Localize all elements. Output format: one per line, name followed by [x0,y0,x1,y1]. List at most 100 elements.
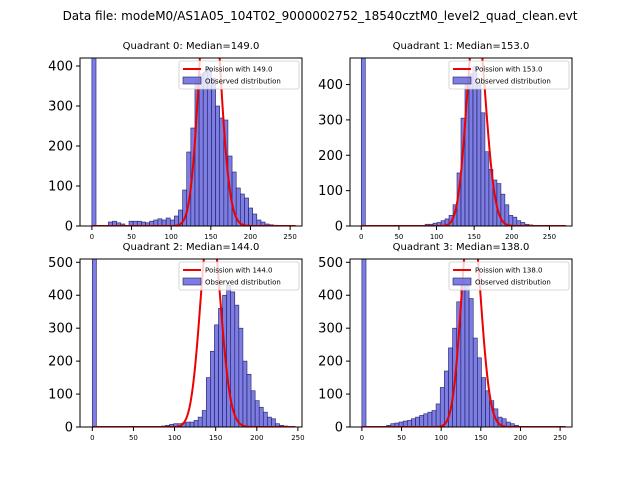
y-tick-label: 100 [48,180,73,195]
y-tick-label: 200 [318,149,343,164]
x-tick-label: 250 [291,434,304,442]
legend-label-poisson: Poission with 144.0 [205,267,273,275]
histogram-bar [271,418,276,427]
legend-label-observed: Observed distribution [475,279,551,287]
histogram-bar [226,285,232,427]
legend: Poission with 153.0 Observed distribution [448,60,570,90]
y-tick-label: 500 [318,256,343,271]
histogram-bar [165,217,171,226]
histogram-bar [238,327,244,427]
legend-bar-swatch [182,277,202,286]
histogram-bar [205,377,211,427]
histogram-bar [250,390,256,427]
histogram-bar [262,411,268,427]
histogram-bar [202,71,208,226]
x-tick-label: 0 [360,434,364,442]
x-tick-label: 250 [543,233,556,241]
legend-box [448,261,570,291]
y-tick-label: 200 [318,355,343,370]
histogram-bar [244,197,249,226]
x-tick-label: 0 [359,233,363,241]
histogram-bar [214,324,219,427]
histogram-bar [201,410,207,427]
quadrant-1-plot: 0 100 200 300 400 0 50 100 150 200 250 Quadrant 1: … [318,41,573,241]
quadrant-3-plot: 0 100 200 300 400 500 0 50 100 150 200 250 Quadrant … [318,242,573,442]
legend: Poission with 144.0 Observed distribution [178,261,300,291]
legend-bar-swatch [182,76,202,85]
x-tick-label: 200 [505,233,518,241]
histogram-bar [246,373,252,427]
histogram-bar [252,213,258,226]
histogram-bar [189,421,195,427]
figure-suptitle: Data file: modeM0/AS1A05_104T02_90000027… [63,9,578,23]
histogram-bars [91,58,278,226]
histogram-bar [267,416,272,427]
histogram-bar [472,337,478,427]
x-tick-label: 250 [283,233,296,241]
histogram-bar [468,298,474,427]
legend-label-observed: Observed distribution [205,78,281,86]
x-tick-label: 0 [90,434,94,442]
y-tick-label: 300 [48,322,73,337]
y-tick-label: 200 [48,140,73,155]
x-tick-label: 100 [434,434,447,442]
histogram-bar [360,58,366,226]
axes-frame [79,57,303,227]
x-tick-label: 250 [553,434,566,442]
histogram-bar [476,82,482,226]
y-tick-label: 300 [318,322,343,337]
y-tick-label: 0 [335,421,343,436]
y-tick-label: 400 [48,289,73,304]
histogram-bar [157,218,163,226]
y-tick-label: 400 [48,60,73,75]
legend: Poission with 138.0 Observed distribution [448,261,570,291]
histogram-bar [193,420,199,427]
y-tick-label: 200 [48,355,73,370]
histogram-bar [435,403,441,427]
y-tick-label: 400 [318,289,343,304]
histogram-bar [219,117,225,226]
histogram-bar [480,112,486,226]
poisson-curve [361,58,566,226]
y-tick-label: 300 [48,100,73,115]
legend-box [178,261,300,291]
y-tick-label: 400 [318,78,343,93]
histogram-bar [242,360,248,427]
legend-label-poisson: Poission with 138.0 [475,267,543,275]
x-tick-label: 150 [474,434,487,442]
histogram-bar [254,400,260,427]
histogram-bar [197,416,203,427]
histogram-bar [439,387,445,427]
axes-frame [79,258,303,428]
x-tick-label: 150 [204,233,217,241]
histogram-bar [234,304,240,427]
x-tick-label: 100 [168,434,181,442]
histogram-bar [361,259,367,427]
legend-label-poisson: Poission with 149.0 [205,66,273,74]
y-tick-label: 100 [48,388,73,403]
x-tick-label: 0 [90,233,94,241]
histogram-bar [427,411,433,427]
poisson-curve [92,259,296,427]
histogram-bar [198,73,204,226]
histogram-bar [215,105,221,226]
x-tick-label: 100 [164,233,177,241]
histogram-bar [210,350,215,427]
histogram-bar [185,421,191,427]
histogram-bar [468,73,474,226]
histogram-bar [211,77,216,226]
histogram-bar [248,207,253,226]
histogram-bars [92,259,288,427]
histogram-bar [92,259,97,427]
quadrant-title: Quadrant 0: Median=149.0 [123,41,260,52]
x-tick-label: 200 [244,233,257,241]
x-tick-label: 50 [394,233,403,241]
legend-label-observed: Observed distribution [475,78,551,86]
histogram-bar [240,193,245,226]
x-tick-label: 50 [127,233,136,241]
histogram-bar [477,357,482,427]
quadrant-0-plot: 0 100 200 300 400 0 50 100 150 200 250 Quadrant 0: … [48,41,303,241]
histogram-bar [415,416,420,427]
quadrant-title: Quadrant 1: Median=153.0 [393,41,530,52]
